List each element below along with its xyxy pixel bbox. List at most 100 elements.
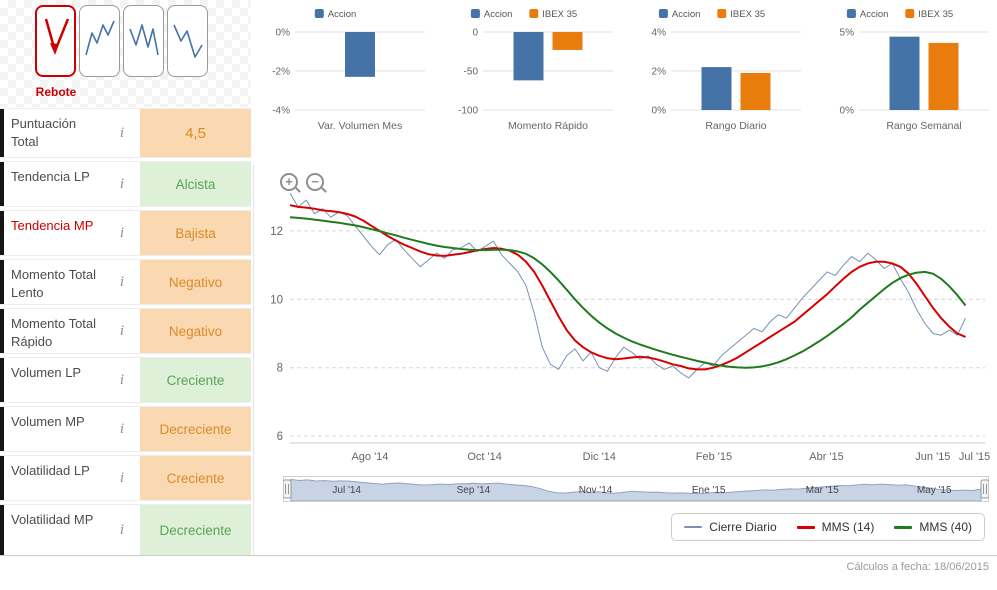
mini-chart-title: Momento Rápido bbox=[508, 120, 588, 132]
legend-label: Accion bbox=[860, 9, 889, 20]
zoom-in-icon[interactable]: + bbox=[280, 173, 298, 191]
legend-swatch bbox=[314, 9, 324, 18]
indicators-table: Puntuación Total i 4,5 Tendencia LP i Al… bbox=[0, 108, 251, 556]
price-chart-svg[interactable]: 12 10 8 6 Ago '14 Oct '14 Dic '14 Feb '15 Abr '1… bbox=[252, 165, 997, 467]
pattern-button-2[interactable] bbox=[79, 5, 120, 77]
info-icon[interactable]: i bbox=[119, 273, 125, 290]
legend-item-cierre-diario[interactable]: Cierre Diario bbox=[684, 520, 777, 534]
legend-label: IBEX 35 bbox=[730, 9, 765, 20]
bar-chart-svg-rango-semanal: Accion IBEX 35 5% 0% Rango Semanal bbox=[840, 9, 989, 132]
y-tick-label: 5% bbox=[840, 28, 855, 39]
y-tick-label: 0% bbox=[840, 106, 855, 117]
info-icon[interactable]: i bbox=[119, 371, 125, 388]
row-value: Creciente bbox=[140, 358, 251, 402]
nav-month-label: Sep '14 bbox=[457, 485, 491, 496]
info-icon[interactable]: i bbox=[119, 124, 125, 141]
bar-ibex-35 bbox=[740, 72, 771, 110]
pattern-icon-list bbox=[35, 5, 208, 77]
row-label: Volumen MP bbox=[11, 414, 85, 429]
legend-swatch bbox=[470, 9, 480, 18]
info-icon[interactable]: i bbox=[119, 521, 125, 538]
legend-item-mms-40-[interactable]: MMS (40) bbox=[894, 520, 972, 534]
zoom-out-icon[interactable]: − bbox=[306, 173, 324, 191]
table-row: Volumen LP i Creciente bbox=[0, 357, 251, 403]
legend-line-marker bbox=[894, 525, 913, 529]
mini-chart-rango-diario: Accion IBEX 35 4% 2% 0% Rango Diario bbox=[631, 2, 809, 154]
series-line-cierre-diario bbox=[289, 193, 966, 379]
row-accent-bar bbox=[0, 407, 4, 451]
row-value: Creciente bbox=[140, 456, 251, 500]
navigator-handle-right[interactable] bbox=[980, 479, 990, 499]
legend-label: Accion bbox=[484, 9, 513, 20]
info-icon[interactable]: i bbox=[119, 469, 125, 486]
legend-swatch bbox=[658, 9, 668, 18]
mini-chart-title: Rango Semanal bbox=[886, 120, 961, 132]
price-chart[interactable]: 12 10 8 6 Ago '14 Oct '14 Dic '14 Feb '15 Abr '1… bbox=[252, 165, 997, 472]
nav-month-label: Ene '15 bbox=[692, 485, 726, 496]
y-tick-label: 2% bbox=[652, 67, 667, 78]
row-value: Alcista bbox=[140, 162, 251, 206]
y-tick-label: 4% bbox=[652, 28, 667, 39]
mini-chart-rango-semanal: Accion IBEX 35 5% 0% Rango Semanal bbox=[819, 2, 997, 154]
x-tick-label: Feb '15 bbox=[696, 451, 732, 463]
pattern-button-3[interactable] bbox=[123, 5, 164, 77]
footer: Cálculos a fecha: 18/06/2015 bbox=[0, 555, 997, 573]
range-navigator[interactable]: Jul '14 Sep '14 Nov '14 Ene '15 Mar '15 May '… bbox=[282, 474, 990, 509]
row-value: Bajista bbox=[140, 211, 251, 255]
info-icon[interactable]: i bbox=[119, 175, 125, 192]
navigator-svg[interactable]: Jul '14 Sep '14 Nov '14 Ene '15 Mar '15 May '… bbox=[282, 474, 990, 504]
table-row: Momento Total Rápido i Negativo bbox=[0, 308, 251, 354]
info-icon[interactable]: i bbox=[119, 322, 125, 339]
row-label: Puntuación Total bbox=[11, 116, 77, 149]
row-accent-bar bbox=[0, 260, 4, 304]
y-tick-label: 12 bbox=[270, 226, 283, 238]
y-tick-label: 8 bbox=[277, 363, 283, 375]
y-tick-label: 6 bbox=[277, 431, 283, 443]
row-accent-bar bbox=[0, 211, 4, 255]
legend-item-mms-14-[interactable]: MMS (14) bbox=[796, 520, 874, 534]
bar-chart-svg-momento-rapido: Accion IBEX 35 0 -50 -100 Momento Rápido bbox=[458, 9, 613, 132]
y-tick-label: -100 bbox=[458, 106, 478, 117]
bar-accion bbox=[513, 32, 544, 81]
row-label: Volumen LP bbox=[11, 365, 82, 380]
row-accent-bar bbox=[0, 358, 4, 402]
y-tick-label: -4% bbox=[272, 106, 290, 117]
legend-label: Accion bbox=[328, 9, 357, 20]
x-tick-label: Ago '14 bbox=[351, 451, 388, 463]
row-value: 4,5 bbox=[140, 109, 251, 157]
nav-month-label: Mar '15 bbox=[806, 485, 839, 496]
mini-chart-var-volumen-mes: Accion 0% -2% -4% Var. Volumen Mes bbox=[255, 2, 433, 154]
x-tick-label: Abr '15 bbox=[809, 451, 844, 463]
legend-label: Accion bbox=[672, 9, 701, 20]
row-value: Negativo bbox=[140, 309, 251, 353]
row-label: Momento Total Lento bbox=[11, 267, 97, 300]
info-icon[interactable]: i bbox=[119, 420, 125, 437]
legend-label: IBEX 35 bbox=[918, 9, 953, 20]
info-icon[interactable]: i bbox=[119, 224, 125, 241]
series-line-mms-14- bbox=[289, 204, 966, 371]
table-row: Volumen MP i Decreciente bbox=[0, 406, 251, 452]
row-accent-bar bbox=[0, 505, 4, 555]
row-accent-bar bbox=[0, 109, 4, 157]
row-label: Volatilidad LP bbox=[11, 463, 90, 478]
pattern-button-rebote[interactable] bbox=[35, 5, 76, 77]
row-accent-bar bbox=[0, 309, 4, 353]
mini-chart-title: Var. Volumen Mes bbox=[318, 120, 402, 132]
y-tick-label: -50 bbox=[464, 67, 479, 78]
trend-pattern-icon bbox=[84, 20, 115, 56]
navigator-area[interactable] bbox=[290, 478, 982, 502]
row-value: Negativo bbox=[140, 260, 251, 304]
pattern-button-4[interactable] bbox=[167, 5, 208, 77]
row-label: Volatilidad MP bbox=[11, 512, 94, 527]
selected-pattern-label: Rebote bbox=[35, 85, 77, 99]
nav-month-label: Nov '14 bbox=[579, 485, 613, 496]
calculation-date: Cálculos a fecha: 18/06/2015 bbox=[846, 561, 990, 573]
chart-panel-divider bbox=[253, 165, 254, 556]
downtrend-pattern-icon bbox=[172, 24, 203, 58]
table-row: Momento Total Lento i Negativo bbox=[0, 259, 251, 305]
x-tick-label: Dic '14 bbox=[583, 451, 616, 463]
row-value: Decreciente bbox=[140, 407, 251, 451]
mini-chart-momento-rapido: Accion IBEX 35 0 -50 -100 Momento Rápido bbox=[443, 2, 621, 154]
navigator-handle-left[interactable] bbox=[282, 479, 292, 499]
